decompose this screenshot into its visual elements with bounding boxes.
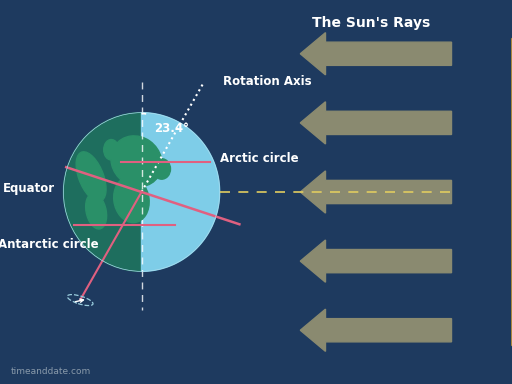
Polygon shape [301, 240, 452, 282]
Text: Equator: Equator [3, 182, 55, 195]
Ellipse shape [76, 152, 106, 202]
Ellipse shape [153, 159, 170, 179]
Ellipse shape [104, 139, 119, 160]
Ellipse shape [114, 177, 149, 223]
Text: 23.4°: 23.4° [154, 122, 189, 135]
Polygon shape [63, 113, 141, 271]
Polygon shape [141, 113, 220, 271]
Ellipse shape [86, 194, 106, 229]
Text: The Sun's Rays: The Sun's Rays [312, 16, 430, 30]
Text: Antarctic circle: Antarctic circle [0, 238, 98, 251]
FancyArrowPatch shape [75, 299, 83, 302]
Polygon shape [301, 33, 452, 75]
Text: timeanddate.com: timeanddate.com [10, 367, 91, 376]
Text: Arctic circle: Arctic circle [220, 152, 299, 164]
Polygon shape [301, 102, 452, 144]
Polygon shape [301, 171, 452, 213]
Ellipse shape [111, 136, 162, 187]
Polygon shape [301, 309, 452, 351]
Text: Rotation Axis: Rotation Axis [223, 75, 312, 88]
